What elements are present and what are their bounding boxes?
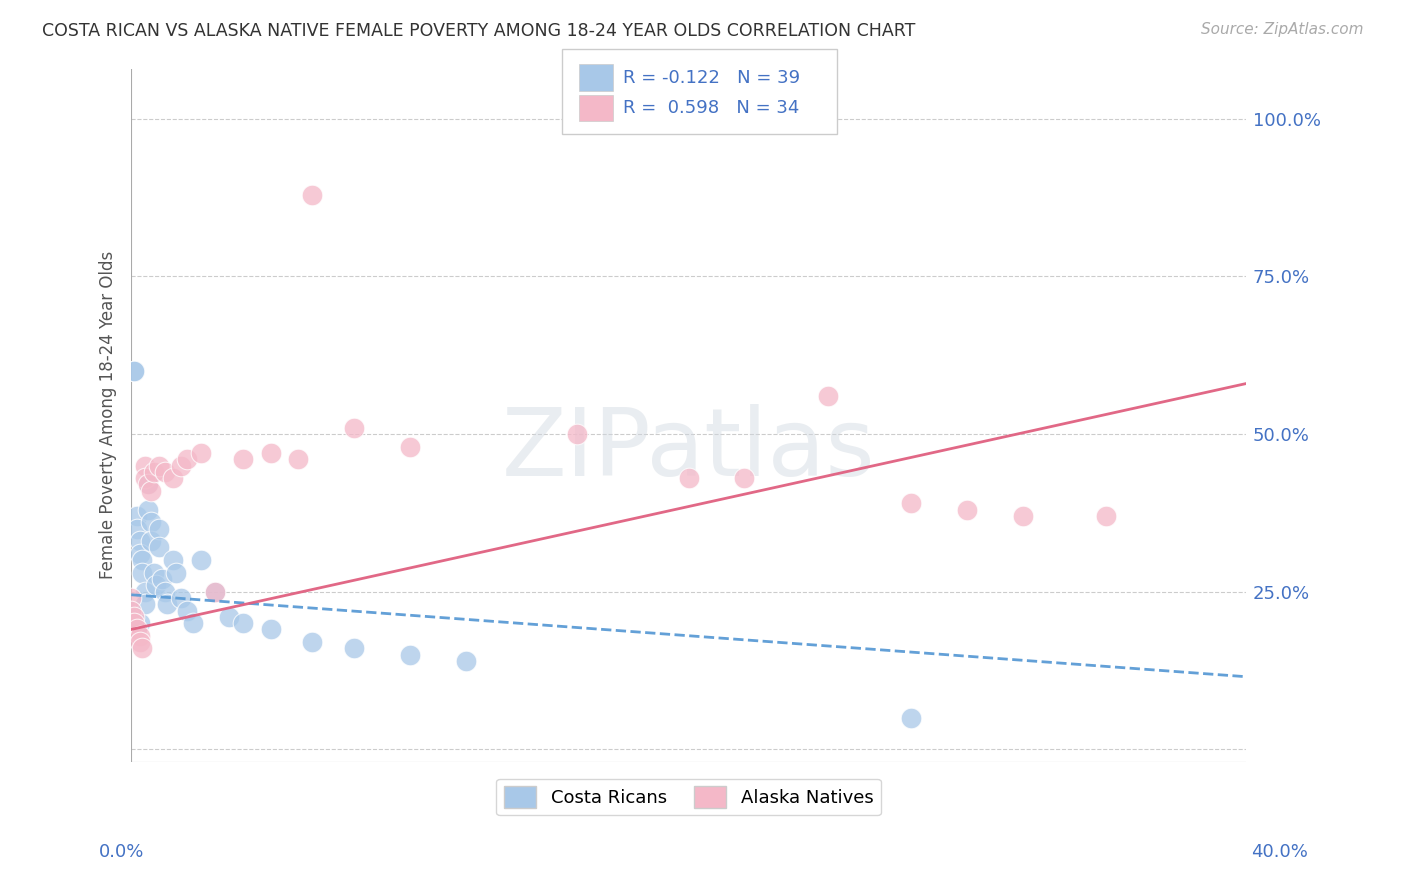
Point xyxy=(128,534,150,549)
Point xyxy=(128,616,150,631)
Legend: Costa Ricans, Alaska Natives: Costa Ricans, Alaska Natives xyxy=(496,779,880,815)
Point xyxy=(122,364,145,378)
Point xyxy=(139,534,162,549)
Point xyxy=(125,508,148,523)
Point xyxy=(136,477,159,491)
Point xyxy=(150,572,173,586)
Point xyxy=(145,578,167,592)
Point xyxy=(153,465,176,479)
Point xyxy=(153,584,176,599)
Point xyxy=(131,553,153,567)
Point xyxy=(125,623,148,637)
Point xyxy=(900,711,922,725)
Point xyxy=(162,553,184,567)
Point xyxy=(399,440,422,454)
Point xyxy=(176,452,198,467)
Point xyxy=(1095,508,1118,523)
Point xyxy=(131,641,153,656)
Text: R = -0.122   N = 39: R = -0.122 N = 39 xyxy=(623,69,800,87)
Point xyxy=(142,465,165,479)
Point xyxy=(136,477,159,491)
Point xyxy=(134,597,156,611)
Point xyxy=(232,452,254,467)
Point xyxy=(165,566,187,580)
Point xyxy=(134,458,156,473)
Point xyxy=(454,654,477,668)
Point xyxy=(259,446,281,460)
Point xyxy=(218,610,240,624)
Point xyxy=(125,522,148,536)
Point xyxy=(232,616,254,631)
Point xyxy=(134,471,156,485)
Point xyxy=(204,584,226,599)
Point xyxy=(565,427,588,442)
Point xyxy=(733,471,755,485)
Point xyxy=(156,597,179,611)
Point xyxy=(190,446,212,460)
Point xyxy=(131,566,153,580)
Y-axis label: Female Poverty Among 18-24 Year Olds: Female Poverty Among 18-24 Year Olds xyxy=(100,251,117,579)
Point xyxy=(176,603,198,617)
Point xyxy=(148,541,170,555)
Point xyxy=(128,629,150,643)
Point xyxy=(139,483,162,498)
Point xyxy=(900,496,922,510)
Point xyxy=(120,591,142,605)
Text: 40.0%: 40.0% xyxy=(1251,843,1308,861)
Point xyxy=(162,471,184,485)
Point xyxy=(122,364,145,378)
Point xyxy=(301,635,323,649)
Point xyxy=(120,603,142,617)
Point xyxy=(287,452,309,467)
Point xyxy=(678,471,700,485)
Text: 0.0%: 0.0% xyxy=(98,843,143,861)
Text: R =  0.598   N = 34: R = 0.598 N = 34 xyxy=(623,99,799,117)
Point xyxy=(142,566,165,580)
Text: Source: ZipAtlas.com: Source: ZipAtlas.com xyxy=(1201,22,1364,37)
Point xyxy=(817,389,839,403)
Point xyxy=(190,553,212,567)
Point xyxy=(134,584,156,599)
Text: ZIPatlas: ZIPatlas xyxy=(502,404,876,496)
Point xyxy=(204,584,226,599)
Point xyxy=(136,502,159,516)
Point xyxy=(170,458,193,473)
Point xyxy=(120,603,142,617)
Point xyxy=(343,421,366,435)
Point xyxy=(1011,508,1033,523)
Point xyxy=(120,616,142,631)
Point xyxy=(122,610,145,624)
Point xyxy=(170,591,193,605)
Point xyxy=(956,502,979,516)
Point xyxy=(259,623,281,637)
Point xyxy=(301,187,323,202)
Point xyxy=(148,458,170,473)
Point xyxy=(122,616,145,631)
Point xyxy=(181,616,204,631)
Point xyxy=(128,547,150,561)
Point xyxy=(128,635,150,649)
Point xyxy=(343,641,366,656)
Point xyxy=(148,522,170,536)
Text: COSTA RICAN VS ALASKA NATIVE FEMALE POVERTY AMONG 18-24 YEAR OLDS CORRELATION CH: COSTA RICAN VS ALASKA NATIVE FEMALE POVE… xyxy=(42,22,915,40)
Point xyxy=(139,516,162,530)
Point xyxy=(399,648,422,662)
